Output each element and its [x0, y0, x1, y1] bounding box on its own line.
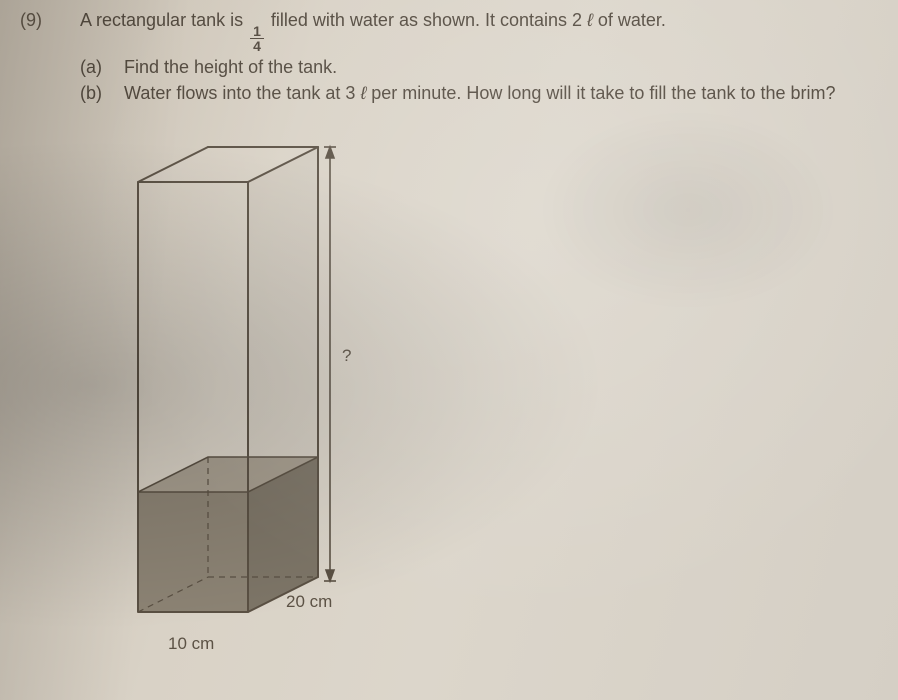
- tank-svg: [118, 142, 418, 682]
- part-b-label: (b): [80, 81, 124, 105]
- depth-20cm-label: 20 cm: [286, 592, 332, 612]
- fraction-one-quarter: 14: [250, 24, 264, 53]
- part-b-text: Water flows into the tank at 3 ℓ per min…: [124, 81, 878, 105]
- stem-text-2: filled with water as shown. It contains …: [266, 10, 587, 30]
- fraction-denominator: 4: [250, 39, 264, 53]
- part-a-label: (a): [80, 55, 124, 79]
- stem-text-1: A rectangular tank is: [80, 10, 248, 30]
- question-stem: A rectangular tank is 14 filled with wat…: [80, 8, 878, 53]
- width-10cm-label: 10 cm: [168, 634, 214, 654]
- question-number: (9): [14, 8, 80, 32]
- part-b-row: (b) Water flows into the tank at 3 ℓ per…: [14, 81, 878, 105]
- stem-text-3: of water.: [593, 10, 666, 30]
- question-stem-row: (9) A rectangular tank is 14 filled with…: [14, 8, 878, 53]
- water: [138, 457, 318, 612]
- fraction-numerator: 1: [250, 24, 264, 39]
- height-dimension: [324, 147, 336, 581]
- question-block: (9) A rectangular tank is 14 filled with…: [14, 8, 878, 105]
- height-unknown-label: ?: [342, 346, 351, 366]
- part-a-row: (a) Find the height of the tank.: [14, 55, 878, 79]
- tank-figure: ? 20 cm 10 cm: [118, 142, 418, 682]
- part-b-text-1: Water flows into the tank at 3: [124, 83, 360, 103]
- part-a-text: Find the height of the tank.: [124, 55, 878, 79]
- part-b-text-2: per minute. How long will it take to fil…: [366, 83, 835, 103]
